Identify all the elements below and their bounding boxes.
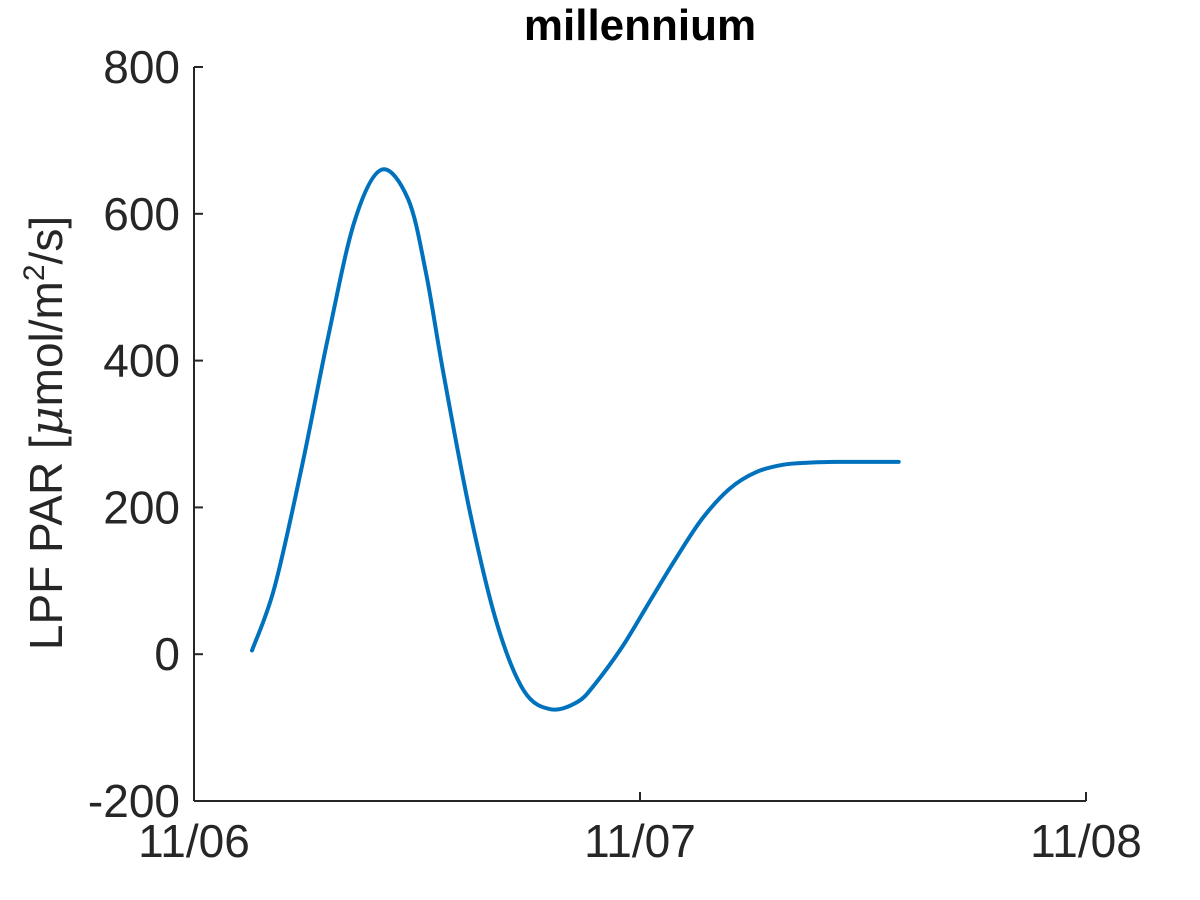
y-label-main: LPF PAR [ bbox=[20, 436, 72, 650]
x-ticks: 11/06 11/07 11/08 bbox=[138, 792, 1142, 867]
y-tick-label: 400 bbox=[103, 335, 180, 387]
y-axis-label: LPF PAR [μmol/m2/s] bbox=[18, 216, 73, 650]
y-tick-label: 800 bbox=[103, 41, 180, 93]
y-ticks: -200 0 200 400 600 800 bbox=[88, 41, 203, 827]
chart-title: millennium bbox=[524, 1, 756, 50]
y-tick-label: 0 bbox=[154, 628, 180, 680]
x-tick-label: 11/08 bbox=[1030, 815, 1142, 867]
x-tick-label: 11/07 bbox=[584, 815, 696, 867]
series-line bbox=[250, 167, 901, 712]
series-layer bbox=[250, 167, 901, 712]
y-label-unit: mol/m bbox=[20, 281, 72, 406]
y-tick-label: 200 bbox=[103, 481, 180, 533]
svg-text:LPF PAR [μmol/m2/s]: LPF PAR [μmol/m2/s] bbox=[18, 216, 73, 650]
y-label-superscript: 2 bbox=[18, 264, 51, 281]
y-label-tail: /s] bbox=[20, 216, 72, 265]
y-label-mu: μ bbox=[19, 406, 73, 436]
x-tick-label: 11/06 bbox=[138, 815, 250, 867]
y-tick-label: -200 bbox=[88, 775, 180, 827]
y-tick-label: 600 bbox=[103, 188, 180, 240]
